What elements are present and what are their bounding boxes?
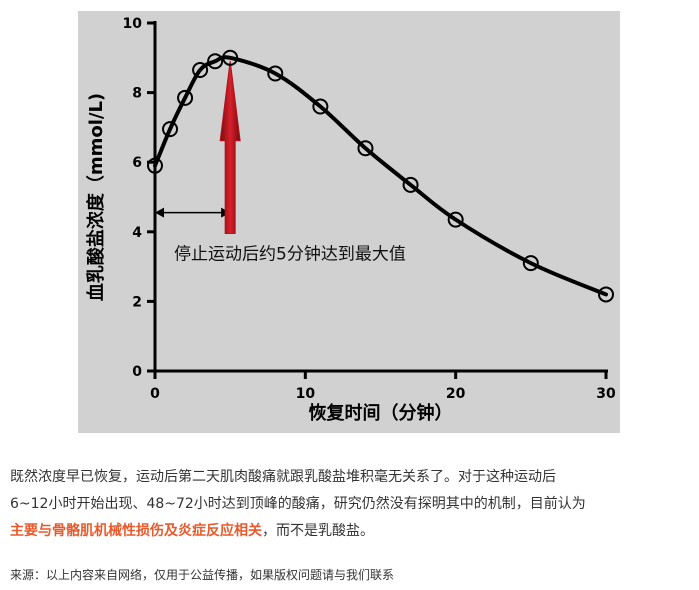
data-point — [357, 140, 374, 157]
data-point — [162, 121, 179, 138]
peak-arrow — [219, 60, 241, 235]
article-line-3-rest: ，而不是乳酸盐。 — [262, 523, 374, 539]
data-point — [402, 176, 419, 193]
y-tick-label: 8 — [132, 86, 142, 102]
data-point — [147, 157, 163, 174]
chart-panel: 0 2 4 6 8 10 0 10 20 30 恢复时间（分钟） 血乳酸盐浓度（mmol/L) 停止运… — [78, 11, 620, 433]
data-point — [207, 53, 224, 70]
y-tick-label: 0 — [132, 364, 142, 380]
y-tick-label: 2 — [132, 294, 142, 310]
y-axis-title: 血乳酸盐浓度（mmol/L) — [85, 93, 107, 301]
data-point — [267, 65, 284, 82]
data-point — [312, 98, 329, 115]
x-tick-label: 0 — [150, 386, 160, 402]
data-point — [522, 255, 539, 272]
article-line-1: 既然浓度早已恢复，运动后第二天肌肉酸痛就跟乳酸盐堆积毫无关系了。对于这种运动后 — [10, 469, 556, 485]
data-point — [177, 89, 194, 106]
data-point — [222, 49, 239, 66]
data-point — [447, 211, 464, 228]
data-point — [598, 286, 614, 303]
x-tick-label: 20 — [446, 386, 466, 402]
highlight-text: 主要与骨骼肌机械性损伤及炎症反应相关 — [10, 523, 262, 539]
article-line-3: 主要与骨骼肌机械性损伤及炎症反应相关，而不是乳酸盐。 — [10, 518, 690, 545]
x-axis-title: 恢复时间（分钟） — [309, 402, 453, 424]
peak-annotation-label: 停止运动后约5分钟达到最大值 — [174, 245, 406, 265]
article-text: 既然浓度早已恢复，运动后第二天肌肉酸痛就跟乳酸盐堆积毫无关系了。对于这种运动后 … — [10, 464, 690, 545]
y-tick-label: 4 — [132, 225, 142, 241]
data-point — [192, 61, 209, 78]
source-note: 来源：以上内容来自网络，仅用于公益传播，如果版权问题请与我们联系 — [10, 568, 395, 582]
y-tick-label: 10 — [123, 16, 143, 32]
lactate-recovery-chart: 0 2 4 6 8 10 0 10 20 30 恢复时间（分钟） 血乳酸盐浓度（mmol/L) 停止运… — [85, 16, 616, 424]
x-tick-label: 30 — [596, 386, 616, 402]
article-line-2: 6~12小时开始出现、48~72小时达到顶峰的酸痛，研究仍然没有探明其中的机制，… — [10, 496, 586, 512]
bracket-left-arrowhead — [155, 207, 164, 218]
x-tick-label: 10 — [296, 386, 316, 402]
y-tick-label: 6 — [132, 155, 142, 171]
